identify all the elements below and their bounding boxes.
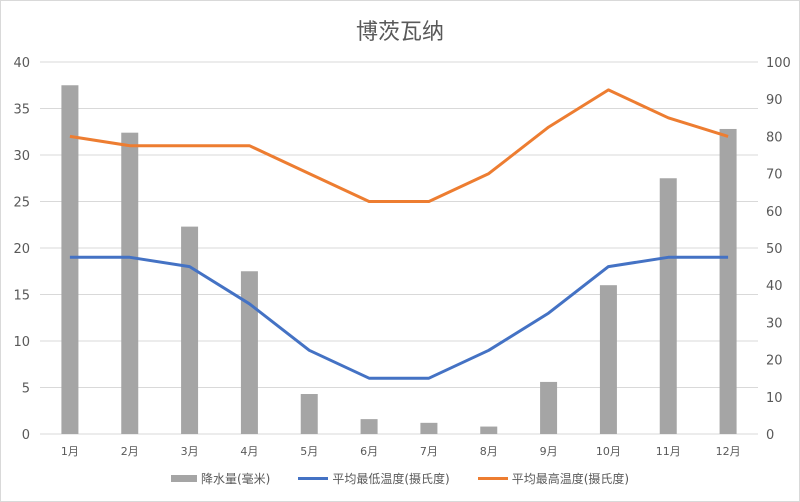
precipitation-bar <box>61 85 79 434</box>
left-axis-tick: 25 <box>13 196 30 211</box>
x-axis-tick: 12月 <box>716 445 741 458</box>
x-axis-tick: 5月 <box>300 445 318 458</box>
x-axis-tick: 8月 <box>480 445 498 458</box>
precipitation-bar <box>181 226 199 434</box>
right-axis-tick: 40 <box>766 279 783 294</box>
right-axis-tick: 100 <box>766 56 791 71</box>
right-axis-tick: 60 <box>766 205 783 220</box>
right-axis-tick: 80 <box>766 130 783 145</box>
chart-title: 博茨瓦纳 <box>355 20 444 45</box>
x-axis-tick: 4月 <box>240 445 258 458</box>
right-axis-tick: 30 <box>766 316 783 331</box>
left-axis-tick: 35 <box>13 103 30 118</box>
line-swatch-icon <box>298 477 329 480</box>
precipitation-bar <box>240 271 258 434</box>
left-axis-tick: 30 <box>13 149 30 164</box>
precipitation-bar <box>719 128 737 434</box>
left-axis-tick: 10 <box>13 335 30 350</box>
precipitation-bar <box>480 426 498 434</box>
precipitation-bar <box>121 132 139 434</box>
right-axis-tick: 90 <box>766 93 783 108</box>
precipitation-bar <box>360 419 378 434</box>
left-axis-tick: 0 <box>22 428 30 443</box>
precipitation-bar <box>659 178 677 434</box>
right-axis-tick: 20 <box>766 354 783 369</box>
precipitation-bar <box>420 422 438 434</box>
left-axis-tick: 15 <box>13 289 30 304</box>
x-axis-tick: 3月 <box>181 445 199 458</box>
x-axis-tick: 11月 <box>656 445 681 458</box>
left-axis-tick: 40 <box>13 56 30 71</box>
left-axis-tick: 5 <box>22 382 30 397</box>
legend-label: 降水量(毫米) <box>200 472 271 486</box>
x-axis-tick: 6月 <box>360 445 378 458</box>
right-axis-tick: 0 <box>766 428 774 443</box>
legend-item-max-temp: 平均最高温度(摄氏度) <box>477 470 630 487</box>
bar-swatch-icon <box>170 475 197 482</box>
chart-legend: 降水量(毫米) 平均最低温度(摄氏度) 平均最高温度(摄氏度) <box>0 470 800 487</box>
right-axis-tick: 70 <box>766 168 783 183</box>
x-axis-tick: 10月 <box>596 445 621 458</box>
legend-label: 平均最低温度(摄氏度) <box>332 472 450 486</box>
legend-item-precipitation: 降水量(毫米) <box>170 470 271 487</box>
right-axis-tick: 10 <box>766 391 783 406</box>
x-axis-tick: 9月 <box>540 445 558 458</box>
min-temp-line <box>69 255 729 380</box>
legend-item-min-temp: 平均最低温度(摄氏度) <box>298 470 450 487</box>
legend-label: 平均最高温度(摄氏度) <box>511 472 630 486</box>
x-axis-tick: 7月 <box>420 445 438 458</box>
left-axis-tick: 20 <box>13 242 30 257</box>
precipitation-bar <box>540 381 558 434</box>
line-swatch-icon <box>477 477 508 480</box>
max-temp-line <box>69 88 729 203</box>
x-axis-tick: 2月 <box>121 445 139 458</box>
precipitation-bar <box>599 285 617 434</box>
x-axis-tick: 1月 <box>61 445 79 458</box>
precipitation-bar <box>300 394 318 434</box>
right-axis-tick: 50 <box>766 242 783 257</box>
